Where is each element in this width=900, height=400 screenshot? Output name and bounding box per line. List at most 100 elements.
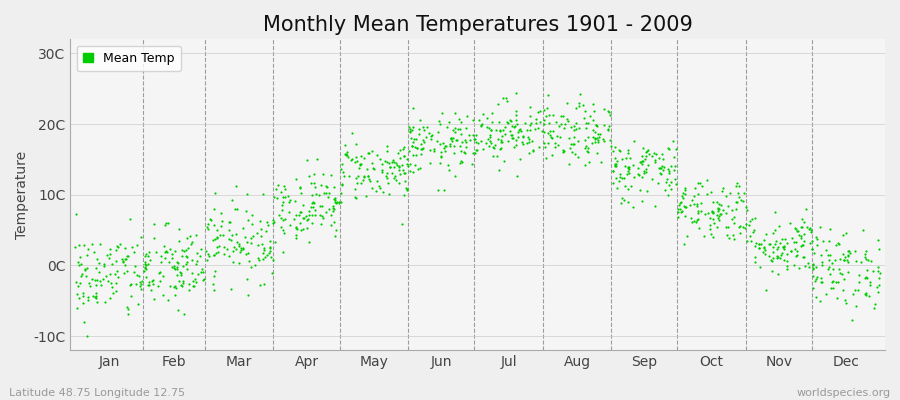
Point	[505, 132, 519, 138]
Point	[179, 266, 194, 272]
Point	[795, 224, 809, 230]
Point	[463, 137, 477, 143]
Point	[448, 110, 463, 116]
Point	[774, 252, 788, 258]
Point	[549, 119, 563, 125]
Point	[561, 118, 575, 124]
Point	[720, 231, 734, 238]
Point	[111, 274, 125, 280]
Point	[552, 122, 566, 129]
Point	[662, 168, 677, 174]
Point	[395, 221, 410, 227]
Point	[87, 294, 102, 300]
Point	[270, 195, 284, 201]
Point	[779, 263, 794, 270]
Point	[727, 220, 742, 226]
Point	[86, 293, 101, 299]
Point	[536, 106, 551, 113]
Point	[505, 134, 519, 141]
Point	[319, 190, 333, 196]
Point	[217, 250, 231, 257]
Point	[586, 127, 600, 134]
Point	[482, 138, 497, 144]
Point	[397, 153, 411, 159]
Point	[414, 151, 428, 157]
Point	[644, 153, 659, 160]
Point	[320, 184, 334, 190]
Point	[589, 135, 603, 142]
Point	[112, 241, 127, 248]
Point	[652, 170, 667, 176]
Point	[139, 251, 153, 258]
Point	[776, 244, 790, 250]
Point	[660, 176, 674, 182]
Point	[292, 220, 307, 226]
Point	[805, 246, 819, 252]
Point	[459, 125, 473, 131]
Point	[730, 198, 744, 205]
Point	[835, 231, 850, 238]
Point	[770, 271, 785, 277]
Point	[167, 266, 182, 272]
Point	[153, 269, 167, 276]
Point	[752, 264, 767, 270]
Point	[447, 173, 462, 180]
Point	[254, 226, 268, 232]
Point	[673, 209, 688, 216]
Point	[208, 268, 222, 274]
Point	[842, 250, 857, 257]
Point	[777, 246, 791, 252]
Point	[312, 212, 327, 218]
Point	[403, 161, 418, 168]
Point	[454, 158, 469, 165]
Point	[328, 197, 343, 203]
Point	[655, 167, 670, 173]
Point	[356, 177, 370, 183]
Point	[592, 134, 607, 140]
Point	[259, 219, 274, 225]
Point	[519, 140, 534, 146]
Point	[80, 333, 94, 339]
Point	[613, 148, 627, 154]
Point	[810, 242, 824, 248]
Point	[780, 258, 795, 264]
Point	[352, 165, 366, 171]
Point	[747, 227, 761, 234]
Point	[104, 279, 118, 286]
Point	[231, 260, 246, 266]
Point	[149, 249, 164, 255]
Point	[328, 196, 342, 202]
Point	[711, 204, 725, 211]
Point	[392, 163, 406, 170]
Point	[78, 266, 93, 272]
Point	[508, 123, 522, 130]
Point	[274, 215, 288, 221]
Point	[330, 199, 345, 205]
Point	[542, 112, 556, 118]
Point	[92, 260, 106, 266]
Point	[752, 241, 767, 247]
Point	[127, 249, 141, 256]
Point	[562, 135, 576, 141]
Point	[264, 254, 278, 260]
Point	[562, 160, 576, 167]
Point	[636, 168, 651, 174]
Point	[666, 167, 680, 173]
Point	[410, 145, 424, 152]
Point	[589, 122, 603, 128]
Point	[361, 172, 375, 179]
Point	[165, 251, 179, 258]
Point	[714, 202, 728, 208]
Point	[379, 173, 393, 180]
Point	[582, 159, 597, 165]
Point	[550, 133, 564, 139]
Point	[76, 300, 90, 307]
Point	[445, 137, 459, 144]
Point	[153, 278, 167, 284]
Point	[839, 230, 853, 236]
Point	[602, 112, 616, 119]
Point	[196, 269, 211, 275]
Point	[641, 147, 655, 153]
Point	[436, 187, 451, 194]
Point	[194, 246, 209, 252]
